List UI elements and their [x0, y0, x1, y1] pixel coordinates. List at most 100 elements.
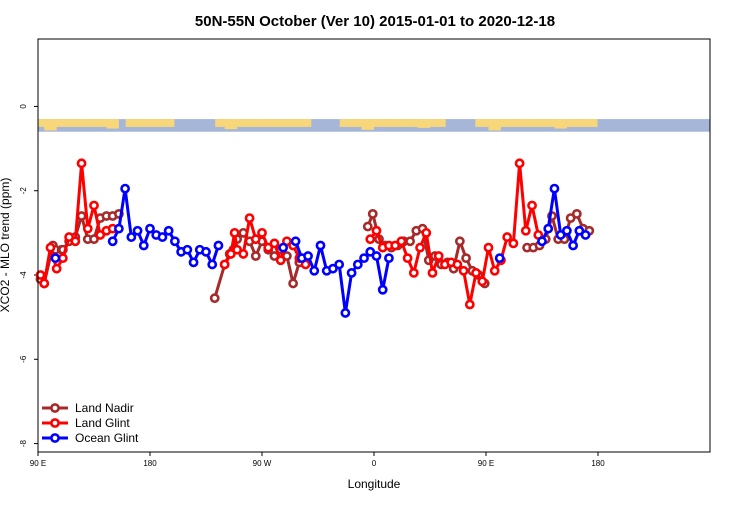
- map-strip-land: [38, 119, 113, 127]
- data-point-land-glint: [464, 299, 475, 310]
- data-point-land-glint: [45, 242, 56, 253]
- legend-item-land-nadir: Land Nadir: [42, 401, 134, 415]
- data-point-land-glint: [489, 265, 500, 276]
- data-point-land-glint: [390, 240, 401, 251]
- data-point-land-nadir: [565, 213, 576, 224]
- data-point-land-glint: [275, 255, 286, 266]
- data-point-ocean-glint: [315, 240, 326, 251]
- data-point-land-glint: [502, 232, 513, 242]
- y-tick-label: -2: [19, 187, 28, 195]
- data-point-land-glint: [427, 267, 438, 278]
- data-point-land-nadir: [288, 278, 299, 289]
- data-point-ocean-glint: [107, 236, 118, 247]
- map-strip-land: [388, 119, 402, 126]
- data-point-land-glint: [229, 227, 240, 238]
- y-tick-label: -4: [19, 271, 28, 279]
- data-point-ocean-glint: [163, 225, 174, 236]
- map-strip-land: [361, 119, 374, 130]
- data-point-land-glint: [433, 251, 444, 261]
- series-line-land-glint: [369, 161, 540, 306]
- data-point-ocean-glint: [359, 253, 369, 264]
- data-point-land-glint: [232, 244, 243, 255]
- x-tick-label: 90 E: [30, 459, 46, 468]
- data-point-land-glint: [244, 213, 255, 224]
- series-layer: [35, 158, 595, 318]
- y-tick-label: -6: [19, 355, 28, 363]
- data-point-land-glint: [415, 242, 425, 253]
- legend-label: Land Glint: [75, 416, 130, 430]
- data-point-ocean-glint: [384, 253, 394, 264]
- x-tick-label: 90 E: [478, 459, 494, 468]
- data-point-ocean-glint: [543, 223, 554, 234]
- data-point-ocean-glint: [132, 225, 143, 236]
- data-point-land-glint: [365, 234, 376, 245]
- map-strip-land: [488, 119, 501, 131]
- data-point-land-nadir: [454, 236, 465, 247]
- data-point-ocean-glint: [120, 183, 131, 194]
- map-strip-land: [417, 119, 430, 128]
- data-point-ocean-glint: [494, 253, 505, 264]
- data-point-land-glint: [402, 253, 413, 264]
- data-point-land-glint: [371, 225, 382, 236]
- data-point-ocean-glint: [580, 230, 591, 240]
- data-point-land-glint: [421, 227, 432, 238]
- data-point-ocean-glint: [278, 242, 289, 253]
- data-point-ocean-glint: [207, 259, 218, 270]
- data-point-land-nadir: [405, 236, 415, 247]
- data-point-ocean-glint: [145, 223, 155, 234]
- data-point-ocean-glint: [352, 259, 363, 270]
- data-point-land-nadir: [362, 221, 373, 232]
- data-point-land-glint: [527, 200, 537, 211]
- x-tick-label: 180: [591, 459, 605, 468]
- x-tick-label: 90 W: [253, 459, 272, 468]
- data-point-land-glint: [70, 236, 81, 247]
- data-point-land-glint: [35, 270, 46, 280]
- data-point-ocean-glint: [113, 223, 124, 234]
- map-strip-land: [255, 119, 269, 125]
- data-point-land-glint: [471, 267, 481, 278]
- data-point-ocean-glint: [555, 230, 566, 240]
- data-point-ocean-glint: [340, 308, 351, 318]
- map-strip-land: [583, 119, 596, 125]
- map-strip-land: [518, 119, 531, 127]
- data-point-ocean-glint: [568, 240, 579, 251]
- data-point-land-glint: [257, 227, 267, 238]
- data-point-land-glint: [225, 249, 236, 259]
- data-point-land-glint: [64, 232, 75, 242]
- data-point-land-glint: [89, 200, 99, 211]
- data-point-ocean-glint: [561, 225, 572, 236]
- data-point-land-glint: [263, 242, 274, 253]
- data-point-land-glint: [269, 238, 280, 249]
- data-point-ocean-glint: [182, 244, 193, 255]
- data-point-ocean-glint: [290, 236, 301, 247]
- legend-label: Land Nadir: [75, 401, 134, 415]
- data-point-land-glint: [95, 230, 106, 240]
- data-point-ocean-glint: [303, 251, 313, 261]
- axes: 90 E 180 90 W 0 90 E 180 0 -2 -4 -6 -8: [19, 104, 605, 468]
- data-point-land-nadir: [571, 208, 582, 219]
- map-strip: [38, 119, 710, 132]
- map-strip-land: [75, 119, 88, 127]
- data-point-land-glint: [408, 267, 419, 278]
- chart-title: 50N-55N October (Ver 10) 2015-01-01 to 2…: [195, 13, 555, 30]
- data-point-land-glint: [250, 234, 261, 245]
- data-point-ocean-glint: [188, 257, 199, 268]
- map-strip-land: [145, 119, 158, 125]
- data-point-land-glint: [514, 158, 525, 169]
- x-tick-label: 0: [372, 459, 377, 468]
- legend-swatch-marker: [50, 403, 60, 413]
- data-point-land-nadir: [461, 253, 471, 264]
- data-point-land-glint: [39, 278, 50, 289]
- data-point-land-glint: [508, 238, 519, 249]
- data-point-land-glint: [520, 225, 531, 236]
- data-point-ocean-glint: [549, 183, 560, 194]
- data-point-ocean-glint: [537, 236, 547, 247]
- series-ocean-glint: [50, 183, 591, 318]
- data-point-ocean-glint: [377, 284, 388, 295]
- data-point-ocean-glint: [126, 232, 137, 242]
- y-axis-label: XCO2 - MLO trend (ppm): [0, 178, 12, 313]
- data-point-land-glint: [82, 223, 93, 234]
